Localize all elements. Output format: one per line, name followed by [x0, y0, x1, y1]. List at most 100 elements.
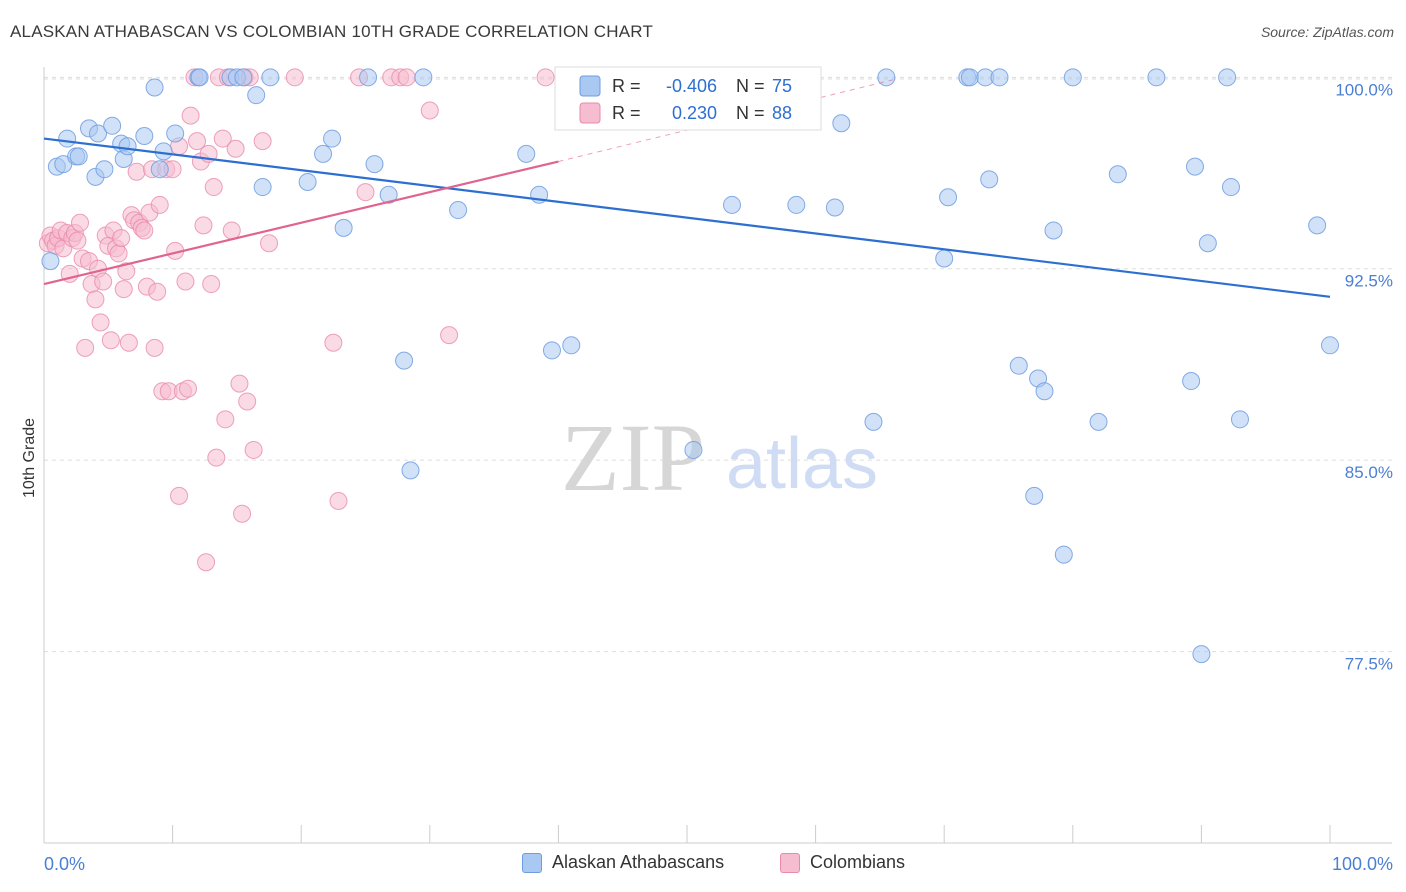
colombians-point-23 [101, 331, 120, 350]
alaskan-athabascans-point-10 [103, 116, 122, 135]
colombians-point-75 [253, 132, 272, 151]
alaskan-athabascans-point-62 [1063, 68, 1082, 87]
colombians-point-61 [204, 178, 223, 197]
alaskan-athabascans-point-24 [247, 86, 266, 105]
colombians-point-57 [194, 216, 213, 235]
colombians-point-58 [197, 553, 216, 572]
colombians-point-87 [536, 68, 555, 87]
alaskan-athabascans-point-25 [253, 178, 272, 197]
alaskan-athabascans-point-35 [401, 461, 420, 480]
alaskan-athabascans-point-33 [379, 185, 398, 204]
colombians-point-20 [94, 272, 113, 291]
alaskan-athabascans-point-55 [990, 68, 1009, 87]
y-axis-label: 10th Grade [21, 418, 38, 498]
alaskan-athabascans-point-20 [190, 68, 209, 87]
colombians-point-64 [213, 129, 232, 148]
colombians-point-69 [230, 374, 249, 393]
alaskan-athabascans-point-5 [69, 147, 88, 166]
alaskan-athabascans-point-23 [234, 68, 253, 87]
alaskan-athabascans-point-47 [864, 412, 883, 431]
alaskan-athabascans-point-65 [1147, 68, 1166, 87]
alaskan-athabascans-point-69 [1198, 234, 1217, 253]
legend-label-colombians: Colombians [810, 852, 906, 872]
alaskan-athabascans-point-28 [314, 144, 333, 163]
alaskan-athabascans-point-31 [359, 68, 378, 87]
colombians-point-52 [179, 379, 198, 398]
colombians-point-67 [222, 221, 241, 240]
alaskan-athabascans-point-30 [334, 218, 353, 237]
alaskan-athabascans-point-57 [1025, 486, 1044, 505]
stats-n-label-1: N = [736, 76, 765, 96]
alaskan-athabascans-point-73 [1308, 216, 1327, 235]
colombians-point-76 [260, 234, 279, 253]
alaskan-athabascans-point-46 [832, 114, 851, 133]
chart-title: ALASKAN ATHABASCAN VS COLOMBIAN 10TH GRA… [10, 22, 654, 41]
colombians-point-68 [226, 139, 245, 158]
alaskan-athabascans-point-17 [154, 142, 173, 161]
alaskan-athabascans-point-29 [323, 129, 342, 148]
alaskan-athabascans-point-48 [877, 68, 896, 87]
alaskan-athabascans-point-18 [166, 124, 185, 143]
alaskan-athabascans-point-44 [787, 195, 806, 214]
colombians-point-28 [114, 280, 133, 299]
colombians-point-29 [117, 262, 136, 281]
y-tick-label-0: 77.5% [1345, 655, 1393, 674]
colombians-point-33 [127, 162, 146, 181]
colombians-point-12 [71, 213, 90, 232]
colombians-point-60 [202, 275, 221, 294]
colombians-point-27 [112, 229, 131, 248]
alaskan-athabascans-point-43 [723, 195, 742, 214]
alaskan-athabascans-point-74 [1321, 336, 1339, 355]
alaskan-athabascans-point-68 [1192, 645, 1211, 664]
alaskan-athabascans-point-45 [825, 198, 844, 217]
stats-r-label-1: R = [612, 76, 641, 96]
alaskan-athabascans-points [41, 68, 1339, 664]
colombians-point-72 [238, 392, 257, 411]
y-tick-label-2: 92.5% [1345, 272, 1393, 291]
alaskan-athabascans-point-59 [1035, 382, 1054, 401]
stats-r-label-2: R = [612, 103, 641, 123]
stats-r-value-2: 0.230 [672, 103, 717, 123]
legend-swatch-blue [522, 852, 542, 873]
legend-label-alaskan-athabascans: Alaskan Athabascans [552, 852, 725, 872]
legend-item-colombians[interactable]: Colombians [780, 852, 905, 873]
stats-n-label-2: N = [736, 103, 765, 123]
colombians-point-41 [148, 282, 167, 301]
colombians-point-30 [119, 333, 138, 352]
alaskan-athabascans-point-41 [562, 336, 581, 355]
alaskan-athabascans-point-42 [684, 440, 703, 459]
colombians-point-17 [86, 290, 105, 309]
legend-item-alaskan-athabascans[interactable]: Alaskan Athabascans [522, 852, 724, 873]
colombians-point-53 [181, 106, 200, 125]
source-credit: Source: ZipAtlas.com [1260, 24, 1394, 40]
colombians-point-55 [188, 132, 207, 151]
colombians-point-11 [68, 231, 87, 250]
alaskan-athabascans-point-14 [135, 127, 154, 146]
stats-n-value-2: 88 [772, 103, 792, 123]
alaskan-athabascans-point-61 [1054, 545, 1073, 564]
y-tick-label-1: 85.0% [1345, 463, 1393, 482]
colombians-point-84 [397, 68, 416, 87]
alaskan-athabascans-point-27 [298, 172, 317, 191]
colombians-point-14 [76, 338, 95, 357]
alaskan-athabascans-point-63 [1089, 412, 1108, 431]
watermark-zip: ZIP [561, 404, 705, 511]
stats-legend: R = -0.406 N = 75 R = 0.230 N = 88 [554, 66, 822, 131]
stats-swatch-blue [579, 75, 601, 97]
alaskan-athabascans-point-72 [1230, 410, 1249, 429]
colombians-point-85 [420, 101, 439, 120]
alaskan-athabascans-point-49 [935, 249, 954, 268]
colombians-point-77 [285, 68, 304, 87]
alaskan-athabascans-point-8 [89, 124, 108, 143]
alaskan-athabascans-point-13 [118, 137, 137, 156]
alaskan-athabascans-point-56 [1009, 356, 1028, 375]
colombians-point-65 [216, 410, 235, 429]
stats-n-value-1: 75 [772, 76, 792, 96]
alaskan-athabascans-point-52 [960, 68, 979, 87]
legend-swatch-pink [780, 852, 800, 873]
colombians-point-51 [176, 272, 195, 291]
y-tick-label-3: 100.0% [1335, 80, 1393, 99]
alaskan-athabascans-point-9 [95, 160, 114, 179]
colombians-point-26 [109, 244, 128, 263]
